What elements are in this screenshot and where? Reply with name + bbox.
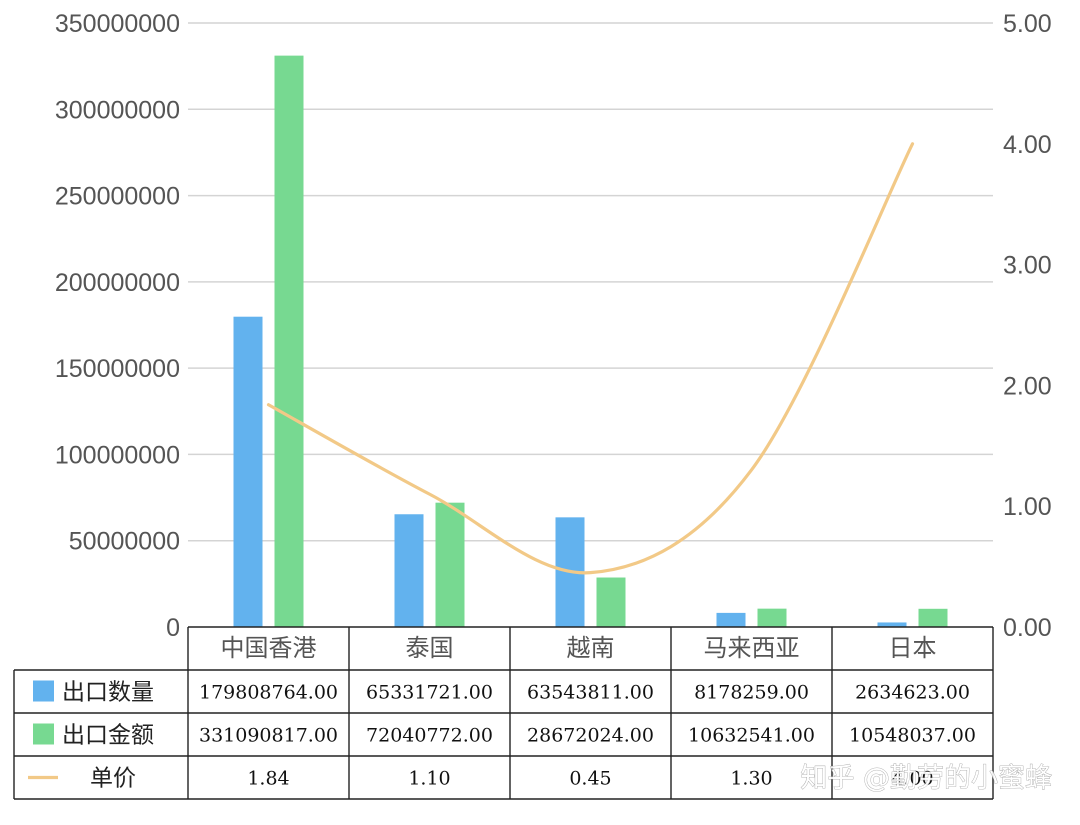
- right-tick-label: 1.00: [1003, 493, 1052, 521]
- table-cell: 1.84: [247, 768, 289, 790]
- table-cell: 28672024.00: [527, 725, 654, 747]
- series-line: [266, 142, 915, 575]
- category-label: 泰国: [406, 634, 454, 662]
- category-label: 越南: [567, 634, 615, 662]
- table-cell: 179808764.00: [199, 682, 338, 704]
- table-cell: 0.45: [569, 768, 611, 790]
- bar: [596, 577, 626, 627]
- bar: [716, 612, 746, 627]
- left-tick-label: 200000000: [55, 269, 180, 297]
- table-cell: 1.10: [408, 768, 450, 790]
- table-cell: 72040772.00: [366, 725, 493, 747]
- category-label: 马来西亚: [704, 634, 800, 662]
- table-cell: 63543811.00: [527, 682, 654, 704]
- category-label: 中国香港: [221, 634, 317, 662]
- legend-swatch: [33, 680, 54, 702]
- left-tick-label: 150000000: [55, 355, 180, 383]
- table-cell: 10632541.00: [688, 725, 815, 747]
- table-cell: 1.30: [730, 768, 772, 790]
- bar: [233, 316, 263, 627]
- legend-swatch: [33, 723, 54, 745]
- table-cell: 331090817.00: [199, 725, 338, 747]
- table-cell: 4.00: [891, 768, 933, 790]
- legend-label: 出口数量: [62, 680, 154, 706]
- right-axis-ticks: 0.00 1.00 2.00 3.00 4.00 5.00: [1003, 10, 1052, 642]
- left-tick-label: 0: [166, 614, 180, 642]
- table-cell: 8178259.00: [694, 682, 809, 704]
- table-cell: 10548037.00: [849, 725, 976, 747]
- left-tick-label: 350000000: [55, 10, 180, 38]
- bar: [435, 502, 465, 627]
- left-tick-label: 250000000: [55, 183, 180, 211]
- bar: [918, 608, 948, 627]
- right-tick-label: 5.00: [1003, 10, 1052, 38]
- left-tick-label: 100000000: [55, 441, 180, 469]
- bar: [274, 55, 304, 628]
- grid-lines: [188, 22, 993, 542]
- price-line: [266, 142, 915, 575]
- category-label: 日本: [889, 634, 937, 662]
- legend-label: 出口金额: [62, 723, 154, 749]
- right-tick-label: 3.00: [1003, 252, 1052, 280]
- right-tick-label: 4.00: [1003, 131, 1052, 159]
- bars: [233, 55, 948, 628]
- left-tick-label: 300000000: [55, 96, 180, 124]
- bar: [877, 622, 907, 627]
- bar: [394, 514, 424, 627]
- left-axis-ticks: 0 50000000 100000000 150000000 200000000 2500…: [55, 10, 180, 642]
- watermark: 知乎 @勤劳的小蜜蜂: [800, 763, 1052, 794]
- left-tick-label: 50000000: [69, 528, 180, 556]
- right-tick-label: 0.00: [1003, 614, 1052, 642]
- bar: [757, 608, 787, 627]
- table-cell: 65331721.00: [366, 682, 493, 704]
- table-cell: 2634623.00: [855, 682, 970, 704]
- legend-label: 单价: [90, 766, 136, 792]
- right-tick-label: 2.00: [1003, 372, 1052, 400]
